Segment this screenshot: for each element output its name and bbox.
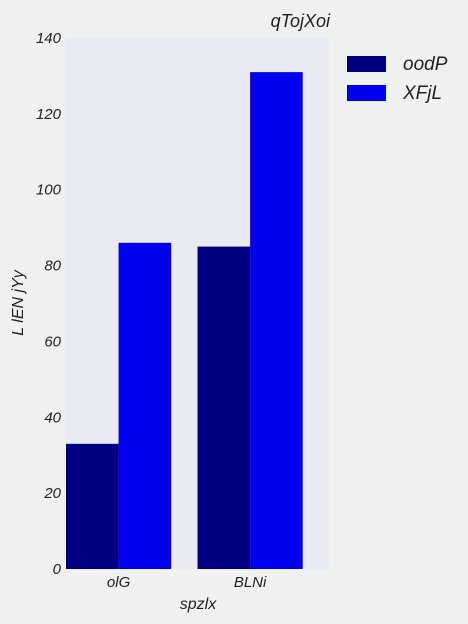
x-axis-label: spzlx: [180, 596, 217, 613]
x-tick-label: BLNi: [234, 574, 267, 591]
bar-XFjL-olG: [118, 242, 172, 570]
x-axis-ticks: olG BLNi: [107, 574, 267, 591]
y-tick-label: 40: [44, 409, 61, 426]
bar-oodP-olG: [66, 443, 119, 569]
x-tick-label: olG: [107, 574, 131, 591]
legend-label-oodP: oodP: [403, 54, 448, 75]
legend-swatch-XFjL: [347, 85, 386, 101]
y-tick-label: 120: [36, 106, 62, 123]
bar-oodP-BLNi: [197, 246, 251, 569]
y-axis-ticks: 0 20 40 60 80 100 120 140: [36, 30, 62, 578]
y-tick-label: 20: [43, 485, 61, 502]
y-tick-label: 140: [36, 30, 62, 47]
bar-XFjL-BLNi: [250, 72, 303, 569]
y-tick-label: 80: [44, 258, 61, 275]
legend[interactable]: oodP XFjL: [347, 54, 448, 104]
chart-title: qTojXoi: [271, 11, 331, 31]
y-tick-label: 60: [44, 333, 61, 350]
y-axis-label: L lEN jYy: [10, 269, 27, 336]
legend-label-XFjL: XFjL: [402, 83, 442, 104]
bars: [66, 72, 303, 570]
legend-swatch-oodP: [347, 56, 386, 72]
y-tick-label: 0: [53, 561, 62, 578]
y-tick-label: 100: [36, 182, 62, 199]
